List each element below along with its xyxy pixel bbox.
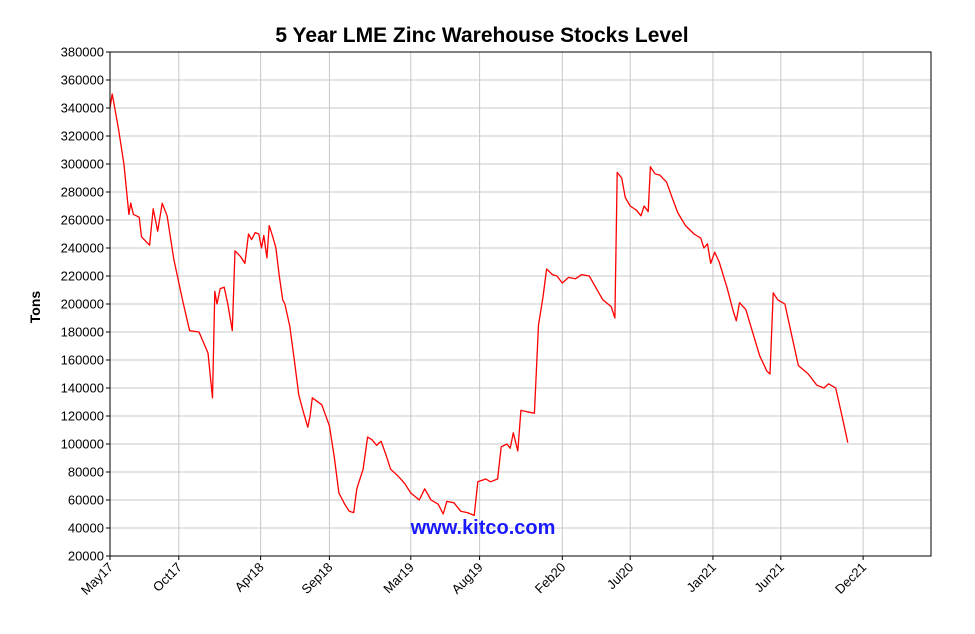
x-tick-label: Sep18 bbox=[298, 560, 335, 597]
y-tick-label: 160000 bbox=[61, 353, 104, 368]
y-tick-label: 140000 bbox=[61, 381, 104, 396]
x-tick-label: Jul20 bbox=[604, 560, 637, 593]
y-tick-label: 280000 bbox=[61, 185, 104, 200]
x-tick-label: May17 bbox=[78, 560, 116, 598]
y-tick-label: 40000 bbox=[68, 521, 104, 536]
y-axis-label: Tons bbox=[27, 291, 43, 324]
x-tick-label: Dec21 bbox=[832, 560, 869, 597]
x-tick-label: Apr18 bbox=[232, 560, 267, 595]
y-tick-label: 80000 bbox=[68, 465, 104, 480]
y-tick-label: 360000 bbox=[61, 73, 104, 88]
x-axis-ticks: May17 Oct17 Apr18 Sep18 Mar19 Aug19 Feb20 Jul20… bbox=[78, 556, 869, 598]
y-tick-label: 20000 bbox=[68, 549, 104, 564]
y-tick-label: 200000 bbox=[61, 297, 104, 312]
x-tick-label: Feb20 bbox=[532, 560, 569, 597]
x-tick-label: Oct17 bbox=[150, 560, 185, 595]
watermark: www.kitco.com bbox=[410, 517, 556, 539]
y-axis-ticks: 20000 40000 60000 80000 100000 120000 140000 16… bbox=[61, 45, 110, 564]
y-tick-label: 340000 bbox=[61, 101, 104, 116]
plot-frame bbox=[109, 51, 932, 557]
series-line bbox=[109, 93, 849, 517]
x-tick-label: Jan21 bbox=[683, 560, 719, 596]
chart-title: 5 Year LME Zinc Warehouse Stocks Level bbox=[275, 24, 688, 47]
x-tick-label: Jun21 bbox=[751, 560, 787, 596]
y-tick-label: 320000 bbox=[61, 129, 104, 144]
y-tick-label: 240000 bbox=[61, 241, 104, 256]
x-tick-label: Aug19 bbox=[449, 560, 486, 597]
y-tick-label: 180000 bbox=[61, 325, 104, 340]
y-tick-label: 120000 bbox=[61, 409, 104, 424]
y-tick-label: 100000 bbox=[61, 437, 104, 452]
y-tick-label: 260000 bbox=[61, 213, 104, 228]
y-tick-label: 60000 bbox=[68, 493, 104, 508]
y-tick-label: 300000 bbox=[61, 157, 104, 172]
y-tick-label: 220000 bbox=[61, 269, 104, 284]
y-tick-label: 380000 bbox=[61, 45, 104, 60]
x-tick-label: Mar19 bbox=[380, 560, 417, 597]
